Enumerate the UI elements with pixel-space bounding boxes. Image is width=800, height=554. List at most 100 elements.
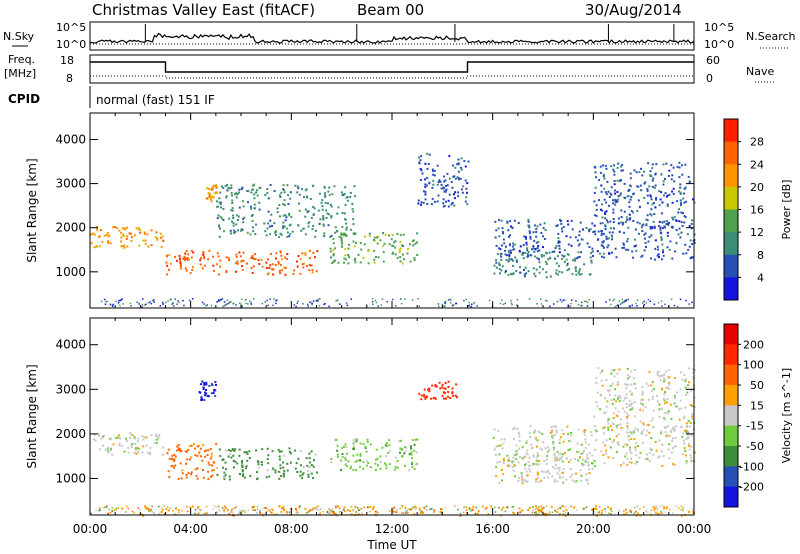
echo-cell: [685, 460, 688, 463]
echo-cell: [526, 449, 529, 452]
echo-cell: [242, 217, 245, 220]
echo-cell: [296, 191, 299, 194]
echo-cell: [614, 192, 617, 195]
echo-cell: [597, 238, 599, 241]
echo-cell: [678, 190, 680, 193]
echo-cell: [555, 429, 558, 432]
echo-cell: [299, 450, 302, 453]
echo-cell: [679, 509, 681, 511]
echo-cell: [663, 507, 665, 510]
echo-cell: [318, 304, 321, 307]
echo-cell: [526, 474, 529, 477]
echo-cell: [98, 245, 101, 248]
echo-cell: [417, 298, 419, 300]
echo-cell: [625, 406, 628, 409]
echo-cell: [445, 185, 447, 187]
echo-cell: [206, 394, 209, 397]
echo-cell: [438, 305, 440, 308]
echo-cell: [376, 242, 379, 245]
echo-cell: [304, 208, 307, 211]
echo-cell: [197, 507, 200, 509]
echo-cell: [613, 298, 616, 300]
echo-cell: [531, 248, 533, 251]
echo-cell: [655, 197, 658, 199]
echo-cell: [134, 447, 137, 450]
freq-unit-label: [MHz]: [4, 67, 36, 80]
echo-cell: [385, 467, 388, 470]
echo-cell: [553, 434, 556, 436]
echo-cell: [528, 226, 531, 229]
echo-cell: [623, 210, 626, 213]
cpid-label: CPID: [8, 92, 40, 106]
echo-cell: [279, 467, 282, 470]
echo-cell: [357, 513, 360, 516]
echo-cell: [493, 428, 496, 431]
echo-cell: [309, 198, 312, 200]
echo-cell: [196, 467, 199, 470]
echo-cell: [439, 387, 442, 390]
echo-cell: [614, 388, 617, 391]
echo-cell: [337, 261, 340, 264]
echo-cell: [196, 454, 199, 457]
echo-cell: [453, 304, 455, 306]
echo-cell: [678, 161, 681, 164]
echo-cell: [674, 437, 677, 439]
echo-cell: [671, 201, 674, 204]
echo-cell: [570, 244, 573, 247]
echo-cell: [500, 468, 503, 471]
echo-cell: [399, 260, 402, 263]
echo-cell: [538, 261, 541, 264]
echo-cell: [390, 238, 393, 241]
echo-cell: [223, 478, 226, 481]
echo-cell: [252, 265, 255, 268]
echo-cell: [385, 442, 388, 444]
echo-cell: [536, 257, 539, 259]
echo-cell: [602, 441, 605, 444]
echo-cell: [690, 445, 693, 448]
echo-cell: [576, 442, 579, 445]
echo-cell: [450, 181, 453, 184]
echo-cell: [689, 425, 691, 428]
echo-cell: [582, 464, 585, 466]
echo-cell: [305, 195, 308, 198]
echo-cell: [205, 197, 208, 200]
echo-cell: [400, 302, 403, 305]
echo-cell: [424, 190, 427, 193]
echo-cell: [312, 507, 314, 510]
echo-cell: [664, 370, 667, 373]
echo-cell: [340, 241, 343, 244]
echo-cell: [625, 396, 628, 399]
echo-cell: [593, 511, 595, 513]
echo-cell: [653, 303, 656, 305]
echo-cell: [578, 243, 581, 245]
echo-cell: [549, 431, 552, 434]
echo-cell: [528, 432, 531, 435]
echo-cell: [550, 429, 553, 432]
echo-cell: [314, 256, 316, 259]
echo-cell: [327, 190, 330, 193]
echo-cell: [559, 219, 562, 221]
echo-cell: [543, 222, 546, 225]
echo-cell: [179, 448, 181, 451]
echo-cell: [350, 228, 352, 231]
echo-cell: [617, 381, 620, 384]
echo-cell: [643, 170, 645, 173]
echo-cell: [673, 429, 676, 432]
echo-cell: [253, 203, 256, 206]
echo-cell: [532, 245, 535, 248]
echo-cell: [384, 233, 387, 236]
echo-cell: [525, 241, 528, 244]
echo-cell: [505, 259, 508, 261]
echo-cell: [618, 509, 621, 512]
echo-cell: [299, 474, 302, 477]
echo-cell: [124, 228, 127, 231]
echo-cell: [98, 236, 100, 238]
echo-cell: [649, 227, 652, 230]
echo-cell: [581, 462, 584, 465]
echo-cell: [299, 258, 302, 261]
echo-cell: [261, 302, 264, 305]
echo-cell: [574, 458, 577, 460]
echo-cell: [644, 241, 647, 244]
echo-cell: [354, 257, 357, 260]
echo-cell: [404, 450, 407, 453]
